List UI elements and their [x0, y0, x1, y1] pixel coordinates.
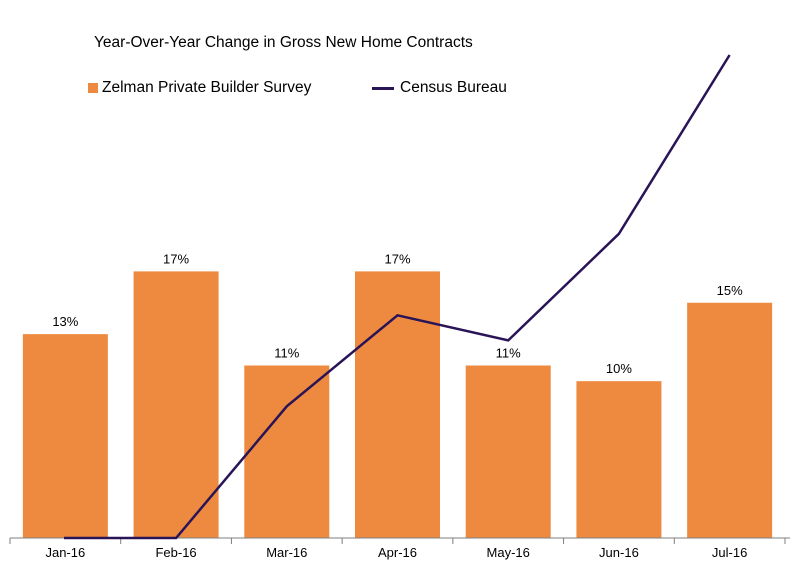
x-tick-label-jan-16: Jan-16	[45, 545, 85, 560]
x-tick-label-may-16: May-16	[487, 545, 530, 560]
legend-swatch-line	[372, 86, 394, 90]
x-tick-label-apr-16: Apr-16	[378, 545, 417, 560]
bar-data-label-apr-16: 17%	[384, 251, 410, 266]
bar-may-16	[465, 365, 551, 538]
x-tick-label-jun-16: Jun-16	[599, 545, 639, 560]
legend-entry-census: Census Bureau	[372, 79, 507, 97]
x-tick-label-feb-16: Feb-16	[155, 545, 196, 560]
bar-data-label-jun-16: 10%	[606, 361, 632, 376]
bar-data-label-feb-16: 17%	[163, 251, 189, 266]
legend-label-zelman: Zelman Private Builder Survey	[102, 79, 312, 96]
bar-jun-16	[576, 381, 662, 538]
bar-apr-16	[355, 271, 440, 538]
x-tick-label-mar-16: Mar-16	[266, 545, 307, 560]
bar-data-label-may-16: 11%	[496, 345, 521, 360]
bar-jul-16	[687, 302, 773, 538]
legend-label-census: Census Bureau	[400, 79, 507, 96]
x-tick-label-jul-16: Jul-16	[712, 545, 747, 560]
bar-data-label-jan-16: 13%	[52, 314, 78, 329]
bar-data-label-mar-16: 11%	[274, 345, 299, 360]
legend-entry-zelman: Zelman Private Builder Survey	[88, 79, 311, 97]
bar-jan-16	[22, 334, 108, 538]
bar-data-label-jul-16: 15%	[717, 283, 743, 298]
legend-swatch-bar	[88, 83, 98, 93]
bar-mar-16	[244, 365, 330, 538]
chart-title: Year-Over-Year Change in Gross New Home …	[94, 34, 473, 51]
bar-feb-16	[133, 271, 219, 538]
